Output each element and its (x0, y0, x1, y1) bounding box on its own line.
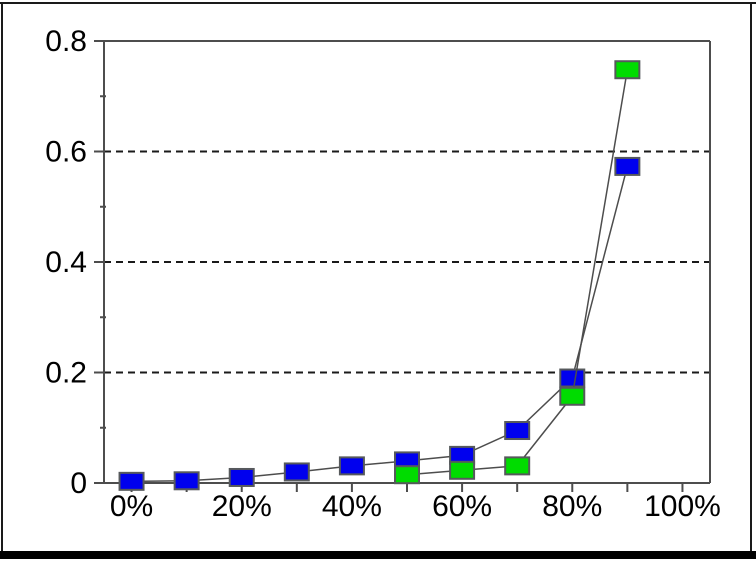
green-series-marker (559, 386, 586, 406)
y-tick-label: 0.8 (45, 25, 87, 58)
y-tick-label: 0.2 (45, 357, 87, 390)
x-tick-label: 0% (110, 490, 153, 523)
x-tick-label: 80% (542, 490, 602, 523)
blue-series-marker (173, 471, 200, 491)
green-series-marker (449, 460, 476, 480)
x-tick-label: 100% (644, 490, 721, 523)
green-series-marker (614, 60, 641, 80)
blue-series-marker (228, 467, 255, 487)
blue-series-marker (614, 156, 641, 176)
blue-series-marker (118, 471, 145, 491)
x-tick-label: 60% (432, 490, 492, 523)
blue-series-marker (338, 456, 365, 476)
blue-series-line (131, 166, 629, 483)
blue-series-marker (559, 368, 586, 388)
green-series-marker (394, 465, 420, 485)
y-tick-label: 0 (70, 467, 87, 500)
x-tick-label: 40% (322, 490, 382, 523)
blue-series-marker (504, 421, 531, 441)
y-tick-label: 0.6 (45, 136, 87, 169)
green-series-marker (504, 456, 531, 476)
blue-series-marker (283, 462, 310, 482)
y-tick-label: 0.4 (45, 246, 87, 279)
window-bottom-bar (0, 551, 756, 559)
x-tick-label: 20% (212, 490, 272, 523)
